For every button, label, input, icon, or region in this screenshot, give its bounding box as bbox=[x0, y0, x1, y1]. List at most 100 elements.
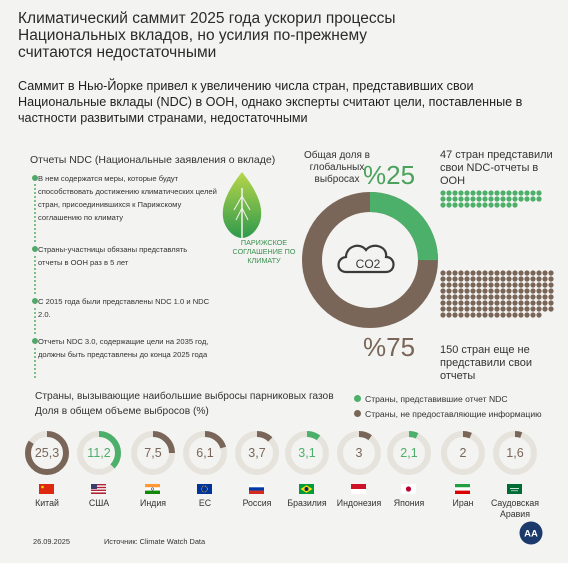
country-dot bbox=[506, 312, 512, 318]
country-dot bbox=[536, 288, 542, 294]
flag-iran-icon bbox=[455, 484, 470, 494]
country-dot bbox=[524, 312, 530, 318]
emissions-share-label: Общая доля в глобальных выбросах bbox=[303, 150, 370, 185]
country-emission-value: 7,5 bbox=[144, 446, 162, 460]
emission-ring bbox=[77, 431, 121, 475]
country-dot bbox=[506, 282, 512, 288]
country-item: 2 Иран bbox=[438, 428, 488, 528]
country-item: 3 Индонезия bbox=[334, 428, 384, 528]
country-dot bbox=[542, 288, 548, 294]
page-subtitle: Саммит в Нью-Йорке привел к увеличению ч… bbox=[18, 79, 523, 125]
country-name: США bbox=[88, 498, 110, 508]
country-dot bbox=[440, 202, 446, 208]
country-dot bbox=[488, 300, 494, 306]
country-dot bbox=[506, 288, 512, 294]
country-dot bbox=[440, 300, 446, 306]
country-name: Индия bbox=[140, 498, 166, 508]
country-dot bbox=[452, 196, 458, 202]
country-dot bbox=[446, 288, 452, 294]
country-dot bbox=[476, 288, 482, 294]
country-item: 3,1 Бразилия bbox=[282, 428, 332, 528]
ring-value-arc bbox=[285, 431, 329, 475]
country-dot bbox=[488, 196, 494, 202]
not-reported-countries-dots bbox=[440, 270, 554, 318]
country-dot bbox=[446, 202, 452, 208]
country-dot bbox=[446, 294, 452, 300]
country-name: Китай bbox=[35, 498, 59, 508]
country-emission-value: 6,1 bbox=[196, 446, 214, 460]
country-dot bbox=[548, 276, 554, 282]
country-dot bbox=[494, 312, 500, 318]
country-dot bbox=[524, 294, 530, 300]
country-dot bbox=[500, 202, 506, 208]
country-dot bbox=[536, 294, 542, 300]
country-dot bbox=[458, 312, 464, 318]
country-dot bbox=[488, 190, 494, 196]
country-dot bbox=[488, 282, 494, 288]
country-dot bbox=[482, 282, 488, 288]
country-dot bbox=[458, 288, 464, 294]
country-dot bbox=[512, 312, 518, 318]
country-dot bbox=[452, 312, 458, 318]
country-dot bbox=[452, 270, 458, 276]
country-dot bbox=[524, 300, 530, 306]
country-dot bbox=[476, 300, 482, 306]
country-dot bbox=[518, 282, 524, 288]
country-dot bbox=[446, 312, 452, 318]
country-dot bbox=[494, 294, 500, 300]
country-emission-value: 25,3 bbox=[34, 446, 60, 460]
country-dot bbox=[512, 202, 518, 208]
country-dot bbox=[530, 276, 536, 282]
country-dot bbox=[524, 288, 530, 294]
country-dot bbox=[494, 300, 500, 306]
country-dot bbox=[482, 190, 488, 196]
country-dot bbox=[494, 196, 500, 202]
emission-ring bbox=[131, 431, 175, 475]
country-dot bbox=[464, 190, 470, 196]
flag-eu-icon bbox=[197, 484, 212, 494]
footer-date: 26.09.2025 bbox=[33, 537, 70, 546]
country-dot bbox=[542, 300, 548, 306]
leaf-icon bbox=[222, 172, 262, 242]
country-dot bbox=[512, 190, 518, 196]
country-dot bbox=[542, 282, 548, 288]
country-dot bbox=[464, 282, 470, 288]
country-dot bbox=[464, 276, 470, 282]
country-item: 1,6 Саудовская Аравия bbox=[490, 428, 540, 528]
country-dot bbox=[470, 294, 476, 300]
country-dot bbox=[470, 190, 476, 196]
country-item: 11,2 США bbox=[74, 428, 124, 528]
country-dot bbox=[440, 294, 446, 300]
country-item: 6,1 ЕС bbox=[180, 428, 230, 528]
country-dot bbox=[464, 312, 470, 318]
emission-ring bbox=[285, 431, 329, 475]
legend-reported: Страны, представившие отчет NDC bbox=[354, 392, 542, 407]
country-dot bbox=[446, 276, 452, 282]
country-dot bbox=[488, 294, 494, 300]
emitters-heading: Страны, вызывающие наибольшие выбросы па… bbox=[35, 391, 334, 402]
ring-value-arc bbox=[25, 431, 69, 475]
ring-value-arc bbox=[493, 431, 537, 475]
country-dot bbox=[446, 196, 452, 202]
country-dot bbox=[440, 196, 446, 202]
country-name: Бразилия bbox=[287, 498, 327, 508]
country-dot bbox=[506, 306, 512, 312]
not-reported-countries-text: 150 стран еще не представили свои отчеты bbox=[440, 344, 532, 382]
country-dot bbox=[440, 282, 446, 288]
country-dot bbox=[470, 196, 476, 202]
flag-usa-icon bbox=[91, 484, 106, 494]
country-dot bbox=[476, 306, 482, 312]
country-dot bbox=[470, 282, 476, 288]
country-dot bbox=[506, 190, 512, 196]
country-dot bbox=[458, 190, 464, 196]
emission-ring bbox=[183, 431, 227, 475]
reported-share-value: %25 bbox=[363, 160, 416, 190]
country-dot bbox=[470, 270, 476, 276]
country-dot bbox=[452, 294, 458, 300]
country-dot bbox=[506, 300, 512, 306]
country-name: Япония bbox=[393, 498, 425, 508]
footer-source: Источник: Climate Watch Data bbox=[104, 537, 206, 546]
country-dot bbox=[530, 312, 536, 318]
country-dot bbox=[500, 294, 506, 300]
country-dot bbox=[518, 306, 524, 312]
